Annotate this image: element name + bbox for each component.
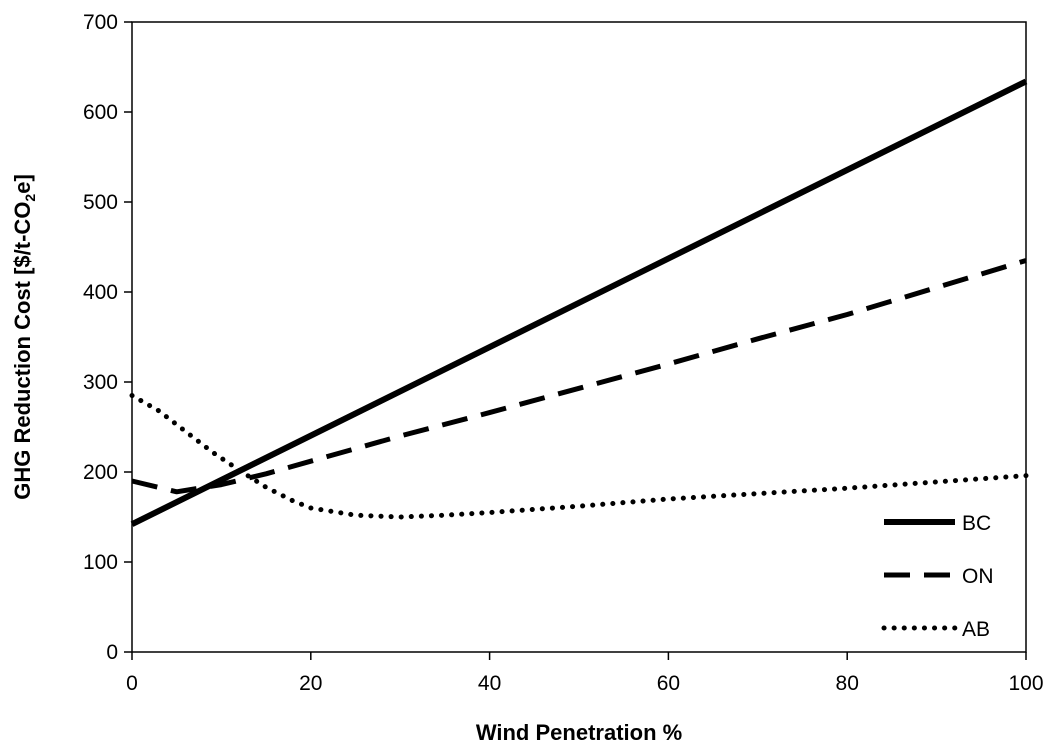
- x-tick-label: 20: [299, 672, 322, 695]
- y-tick-label: 300: [83, 371, 118, 394]
- y-tick-label: 500: [83, 191, 118, 214]
- legend-label-ab: AB: [962, 618, 990, 641]
- plot-area: [129, 21, 1029, 653]
- x-axis-title: Wind Penetration %: [476, 720, 682, 745]
- x-tick-label: 80: [836, 672, 859, 695]
- x-tick-label: 100: [1008, 672, 1043, 695]
- y-tick-label: 200: [83, 461, 118, 484]
- x-tick-label: 0: [126, 672, 138, 695]
- y-tick-label: 600: [83, 101, 118, 124]
- legend-label-bc: BC: [962, 512, 991, 535]
- y-tick-label: 0: [106, 641, 118, 664]
- series-line-on: [131, 258, 1027, 495]
- y-axis-title-tail: e]: [10, 174, 35, 194]
- series-line-ab: [129, 393, 1029, 520]
- y-axis-title-subscript: 2: [22, 194, 38, 202]
- y-axis-title-main: GHG Reduction Cost [$/t-CO: [10, 202, 35, 500]
- series-line-bc: [130, 78, 1028, 527]
- legend: BC ON AB: [881, 512, 994, 641]
- y-tick-label: 700: [83, 11, 118, 34]
- y-tick-label: 400: [83, 281, 118, 304]
- y-tick-label: 100: [83, 551, 118, 574]
- x-tick-label: 60: [657, 672, 680, 695]
- x-axis: 0 20 40 60 80 100: [126, 652, 1044, 695]
- plot-frame: [131, 21, 1027, 653]
- y-axis: 0 100 200 300 400 500 600 700: [83, 11, 132, 664]
- legend-label-on: ON: [962, 565, 994, 588]
- x-tick-label: 40: [478, 672, 501, 695]
- y-axis-title: GHG Reduction Cost [$/t-CO2e]: [10, 174, 38, 500]
